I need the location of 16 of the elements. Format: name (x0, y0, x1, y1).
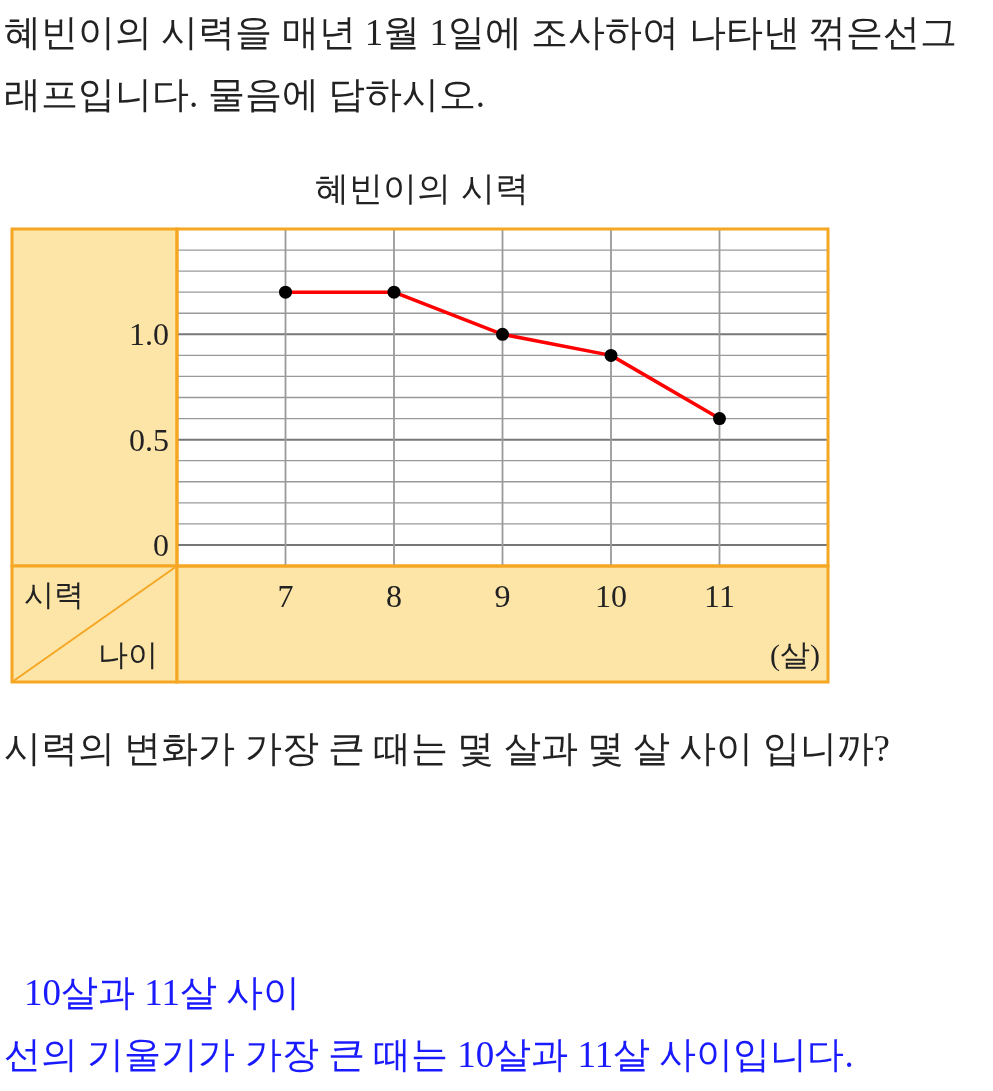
y-tick-label: 0.5 (129, 421, 169, 458)
x-axis-title: 나이 (98, 638, 158, 671)
y-tick-label: 0 (153, 526, 169, 563)
chart-title: 혜빈이의 시력 (315, 169, 529, 207)
x-tick-label: 7 (277, 578, 294, 614)
x-tick-label: 11 (704, 578, 735, 614)
x-tick-label: 9 (494, 578, 511, 614)
x-tick-label: 8 (386, 578, 402, 614)
text: 시력의 변화가 가장 큰 때는 몇 살과 몇 살 사이 입니까? (4, 727, 891, 771)
y-axis-title: 시력 (24, 578, 84, 611)
text: 혜빈이의 시력을 매년 1월 1일에 조사하여 나타낸 꺾은선그래프입니다. 물음에 답하시오. (4, 11, 958, 117)
text: 10살과 11살 사이 (24, 971, 302, 1015)
text: 선의 기울기가 가장 큰 때는 10살과 11살 사이입니다. (4, 1033, 855, 1077)
y-tick-label: 1.0 (129, 316, 169, 353)
text: (살) (770, 638, 820, 672)
x-tick-label: 10 (595, 578, 627, 614)
